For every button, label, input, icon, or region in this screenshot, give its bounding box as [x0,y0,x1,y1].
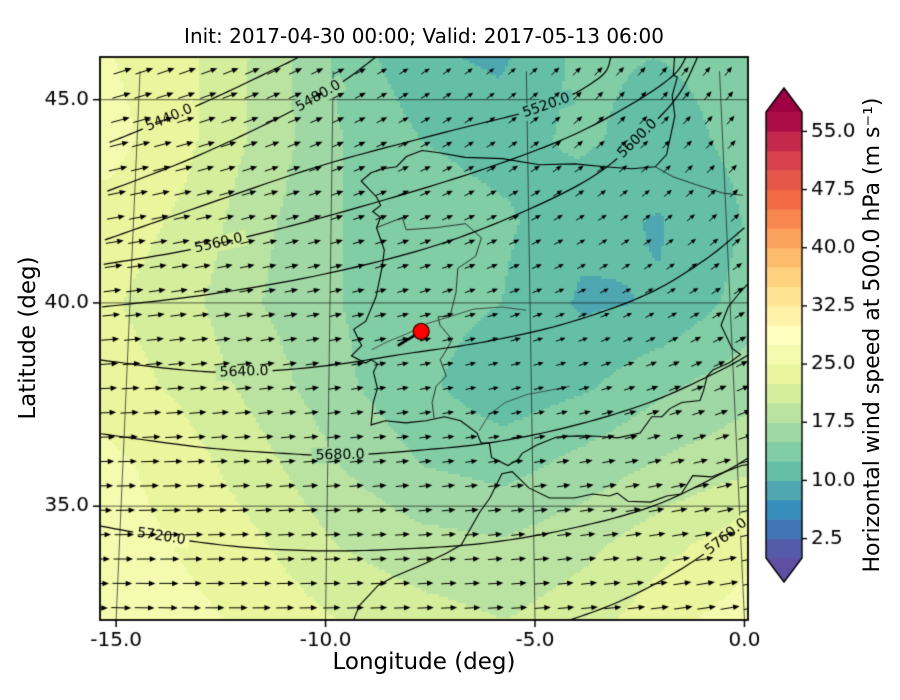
x-axis-label: Longitude (deg) [332,649,516,675]
plot-title: Init: 2017-04-30 00:00; Valid: 2017-05-1… [184,24,664,48]
y-axis-label: Latitude (deg) [15,256,41,420]
colorbar-label: Horizontal wind speed at 500.0 hPa (m s⁻… [860,97,885,573]
